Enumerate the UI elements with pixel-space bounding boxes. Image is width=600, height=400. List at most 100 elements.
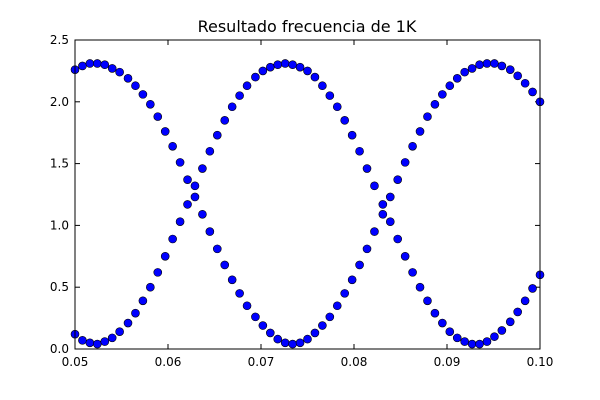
data-point-s1	[415, 127, 425, 136]
y-tick-label: 2.5	[50, 33, 69, 47]
data-point-s2	[146, 282, 155, 292]
data-point-s1	[153, 112, 163, 121]
data-point-s2	[528, 284, 537, 293]
data-point-s1	[332, 301, 342, 311]
data-point-s2	[100, 337, 110, 346]
data-point-s2	[385, 217, 395, 226]
data-point-s1	[258, 321, 268, 330]
data-point-s2	[131, 308, 140, 318]
data-point-s1	[303, 334, 312, 344]
data-point-s1	[490, 59, 499, 68]
axes-frame	[74, 39, 541, 350]
data-point-s1	[438, 90, 447, 99]
data-point-s2	[325, 91, 335, 100]
data-point-s1	[423, 112, 432, 121]
data-point-s2	[227, 102, 237, 112]
data-point-s1	[107, 64, 117, 73]
data-point-s2	[490, 332, 499, 341]
data-point-s2	[251, 72, 260, 82]
data-point-s1	[146, 99, 155, 109]
data-point-s2	[438, 318, 447, 328]
data-point-s1	[430, 99, 440, 109]
data-point-s1	[168, 141, 177, 151]
y-tick-label: 1.0	[50, 218, 69, 232]
data-point-s1	[295, 338, 305, 348]
data-point-s1	[93, 59, 102, 68]
data-point-s2	[220, 116, 230, 125]
data-point-s1	[362, 244, 372, 254]
data-point-s2	[482, 337, 492, 346]
data-point-s2	[370, 181, 379, 191]
data-point-s2	[347, 130, 357, 140]
data-point-s2	[160, 251, 170, 261]
data-point-s2	[85, 338, 95, 348]
data-point-s1	[452, 74, 462, 83]
y-tick-label: 1.5	[50, 157, 69, 171]
data-point-s2	[235, 91, 244, 100]
data-point-s1	[280, 338, 290, 348]
data-point-s1	[325, 312, 335, 322]
axis-ticks: 0.05 0.06 0.07 0.08 0.09 0.10 0.0 0.5 1.0 1.5 2.0 2…	[50, 33, 553, 369]
data-point-s1	[467, 64, 477, 73]
data-point-s1	[251, 312, 260, 322]
data-point-s1	[497, 61, 507, 71]
data-point-s2	[467, 339, 477, 349]
data-point-s1	[123, 74, 133, 83]
data-point-s1	[220, 260, 230, 270]
data-point-s1	[378, 209, 388, 219]
data-point-s2	[107, 333, 117, 343]
data-point-s1	[393, 175, 403, 184]
data-point-s2	[93, 339, 102, 349]
data-point-s1	[265, 328, 275, 338]
data-point-s2	[513, 307, 522, 317]
data-point-s2	[265, 62, 275, 72]
data-point-s1	[227, 275, 237, 285]
data-point-s2	[303, 66, 312, 76]
data-point-s1	[408, 141, 417, 151]
x-tick-label: 0.06	[155, 355, 182, 369]
data-point-s2	[505, 317, 515, 327]
data-point-s2	[123, 318, 133, 328]
data-point-s1	[340, 289, 350, 298]
data-point-s1	[100, 60, 110, 70]
data-point-s1	[445, 81, 455, 91]
data-point-s2	[423, 296, 432, 306]
data-point-s1	[183, 175, 192, 184]
data-point-s1	[160, 127, 170, 136]
data-point-s2	[475, 339, 484, 349]
x-tick-label: 0.08	[341, 355, 368, 369]
data-point-s2	[393, 234, 403, 244]
data-point-s2	[212, 130, 222, 140]
data-point-s1	[513, 71, 522, 81]
data-point-s1	[190, 192, 200, 202]
data-point-s1	[385, 192, 395, 202]
data-point-s2	[445, 327, 455, 336]
data-point-s1	[460, 67, 469, 77]
data-point-s2	[115, 327, 124, 336]
data-point-s2	[175, 217, 185, 226]
data-point-s1	[85, 59, 95, 68]
data-point-s2	[198, 164, 207, 173]
data-point-s1	[205, 227, 215, 236]
data-point-s1	[242, 301, 252, 311]
x-tick-label: 0.09	[434, 355, 461, 369]
data-point-s1	[131, 81, 140, 91]
data-point-s1	[115, 67, 124, 77]
data-points	[70, 59, 545, 349]
data-point-s2	[318, 81, 327, 91]
y-tick-label: 2.0	[50, 95, 69, 109]
data-point-s2	[168, 234, 177, 244]
data-point-s2	[258, 66, 268, 76]
data-point-s2	[288, 60, 297, 70]
data-point-s2	[430, 308, 440, 318]
data-point-s2	[205, 146, 215, 156]
data-point-s2	[378, 200, 388, 209]
data-point-s2	[273, 60, 283, 70]
data-point-s2	[138, 296, 148, 306]
data-point-s2	[415, 282, 425, 292]
chart-title: Resultado frecuencia de 1K	[198, 17, 417, 36]
data-point-s1	[310, 328, 320, 338]
data-point-s2	[332, 102, 342, 112]
data-point-s1	[505, 65, 515, 74]
